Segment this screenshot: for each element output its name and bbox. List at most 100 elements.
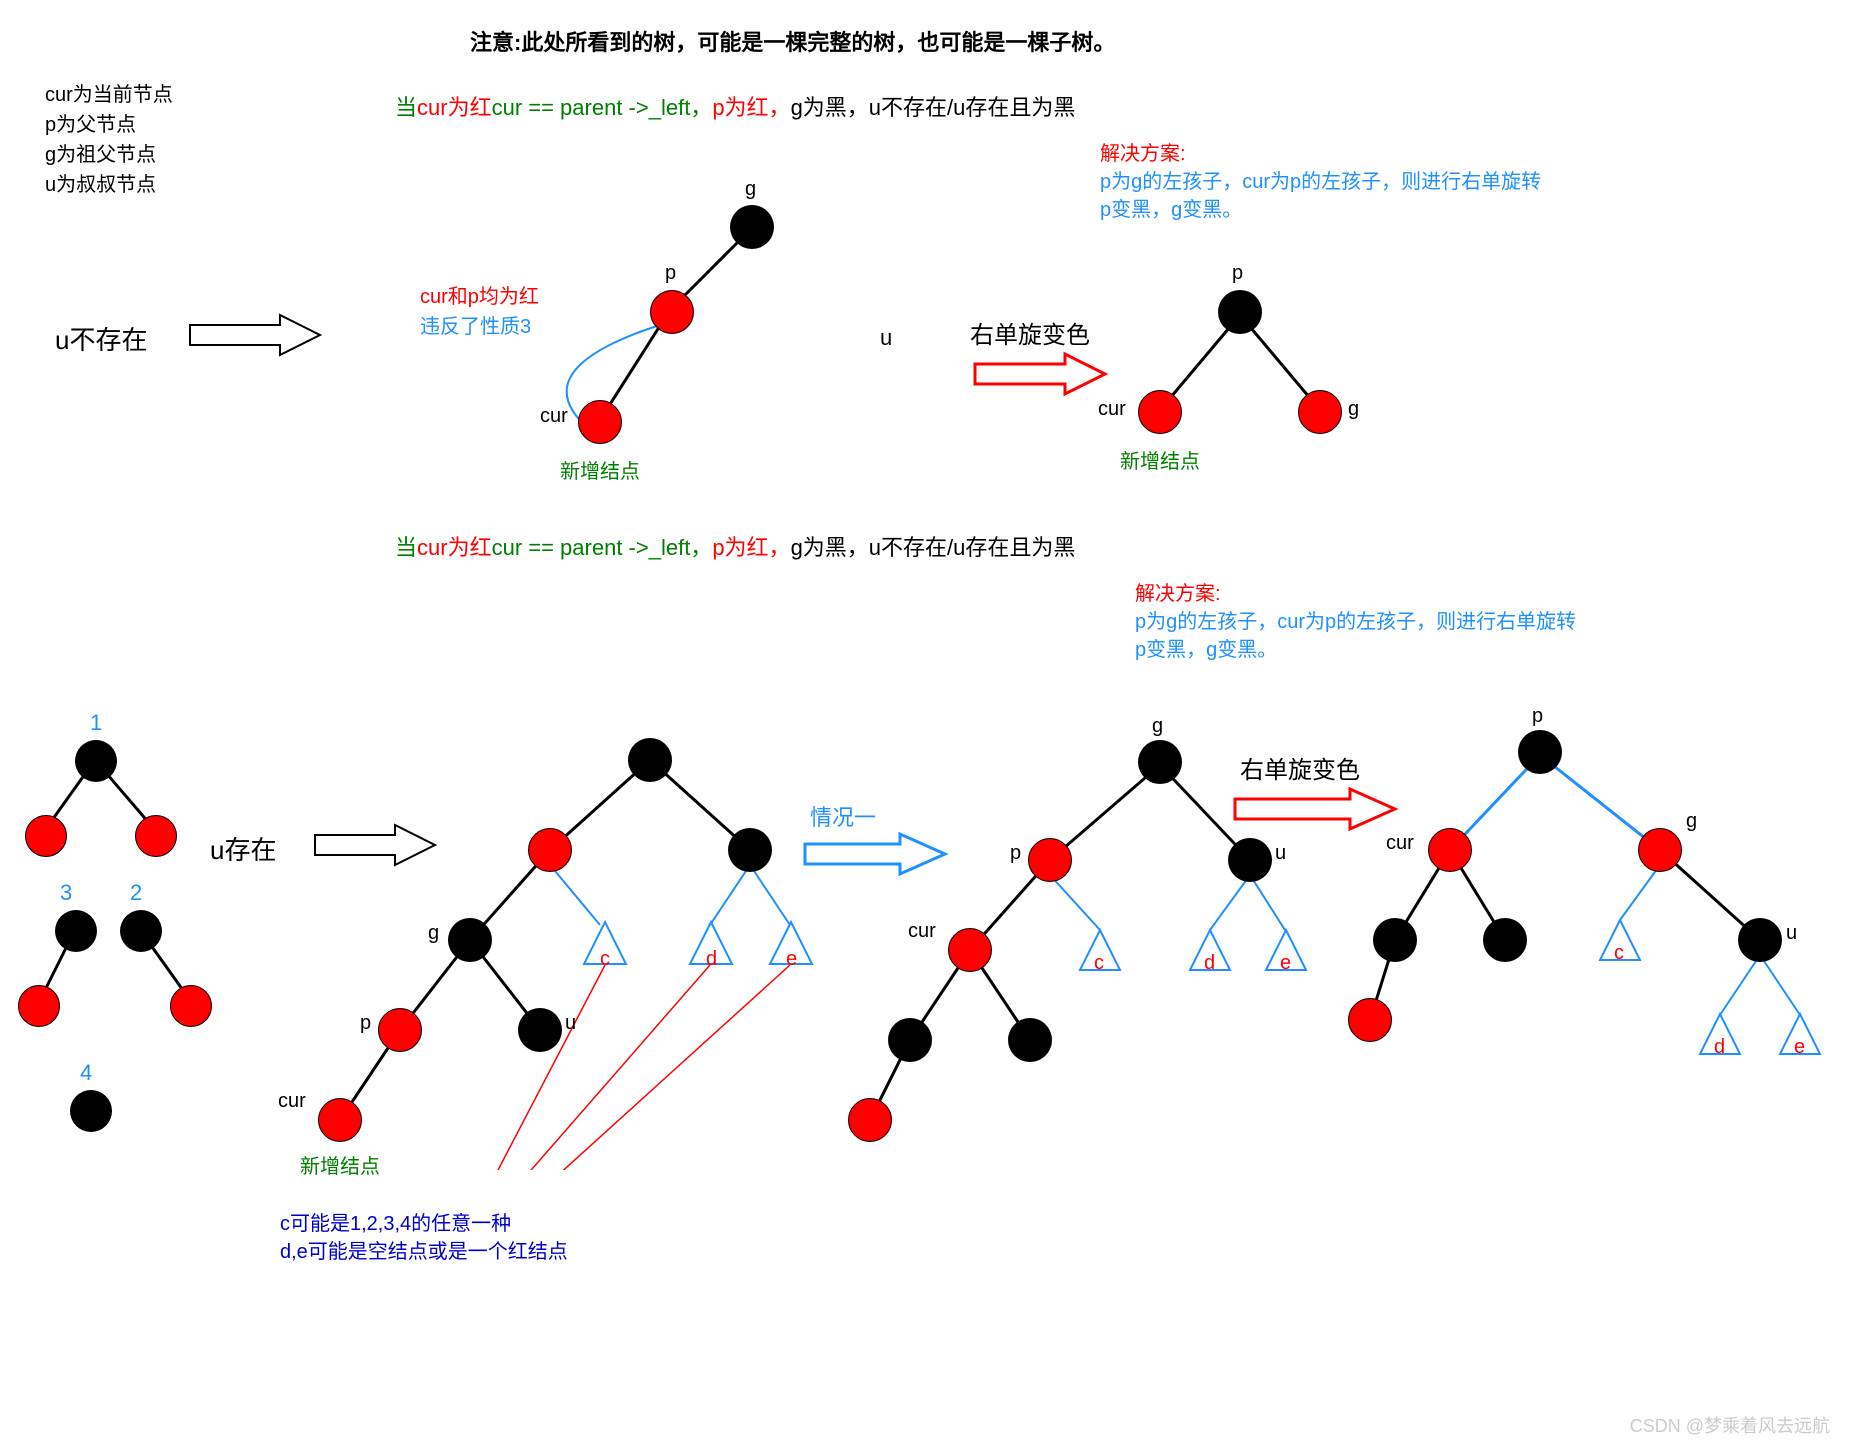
sol2-l2: p变黑，g变黑。 <box>1135 636 1576 664</box>
new-node-2: 新增结点 <box>300 1150 380 1179</box>
title1: 当cur为红cur == parent ->_left，p为红，g为黑，u不存在… <box>395 90 1075 122</box>
rt-tri-d-lbl: d <box>1714 1036 1725 1059</box>
mt-u <box>1228 838 1272 882</box>
solution2: 解决方案: p为g的左孩子，cur为p的左孩子，则进行右单旋转 p变黑，g变黑。 <box>1135 580 1576 664</box>
u-absent-label: u不存在 <box>55 320 147 357</box>
tree1r-g <box>1298 390 1342 434</box>
ref-n3l <box>18 985 60 1027</box>
mt-ll <box>888 1018 932 1062</box>
rt-p <box>1518 730 1562 774</box>
t2-2: cur为红 <box>417 535 492 560</box>
mt-tri-e-lbl: e <box>1280 952 1291 975</box>
ref-4: 4 <box>80 1060 92 1086</box>
watermark: CSDN @梦乘着风去远航 <box>1630 1412 1830 1438</box>
rt-cur-lbl: cur <box>1386 832 1414 855</box>
t2-1: 当 <box>395 535 417 560</box>
legend-l2: p为父节点 <box>45 110 173 140</box>
ref-n3 <box>55 910 97 952</box>
bt-pL <box>528 828 572 872</box>
ref-n2 <box>120 910 162 952</box>
tree1-g <box>730 205 774 249</box>
t2-5: g为黑，u不存在/u存在且为黑 <box>791 535 1076 560</box>
ref-n1 <box>75 740 117 782</box>
mt-u-lbl: u <box>1275 842 1286 865</box>
new-node-1r: 新增结点 <box>1120 445 1200 474</box>
red-arrow-1 <box>970 350 1110 400</box>
mt-p-lbl: p <box>1010 842 1021 865</box>
mt-tri-c <box>1078 928 1122 1078</box>
top-note: 注意:此处所看到的树，可能是一棵完整的树，也可能是一棵子树。 <box>470 25 1115 57</box>
sol1-l2: p变黑，g变黑。 <box>1100 196 1541 224</box>
new-node-1: 新增结点 <box>560 455 640 484</box>
tree1-g-lbl: g <box>745 178 756 201</box>
mt-cur-lbl: cur <box>908 920 936 943</box>
mt-p <box>1028 838 1072 882</box>
arrow-outline-1 <box>185 310 325 360</box>
bt-g <box>448 918 492 962</box>
solution1: 解决方案: p为g的左孩子，cur为p的左孩子，则进行右单旋转 p变黑，g变黑。 <box>1100 140 1541 224</box>
bt-u <box>518 1008 562 1052</box>
t2-4: p为红， <box>712 535 790 560</box>
u-exist-label: u存在 <box>210 830 276 867</box>
rt-cur <box>1428 828 1472 872</box>
tree1-cur <box>578 400 622 444</box>
tree1r-p-lbl: p <box>1232 262 1243 285</box>
mt-tri-d-lbl: d <box>1204 952 1215 975</box>
bt-cur-lbl: cur <box>278 1090 306 1113</box>
tri-e-lbl: e <box>786 948 797 971</box>
sol1-l1: p为g的左孩子，cur为p的左孩子，则进行右单旋转 <box>1100 168 1541 196</box>
legend-l4: u为叔叔节点 <box>45 170 173 200</box>
rt-p-lbl: p <box>1532 705 1543 728</box>
tree1r-p <box>1218 290 1262 334</box>
t1-5: g为黑，u不存在/u存在且为黑 <box>791 95 1076 120</box>
bt-u-lbl: u <box>565 1012 576 1035</box>
rt-tri-e-lbl: e <box>1794 1036 1805 1059</box>
bt-p <box>378 1008 422 1052</box>
rt-g <box>1638 828 1682 872</box>
mt-lll <box>848 1098 892 1142</box>
title2: 当cur为红cur == parent ->_left，p为红，g为黑，u不存在… <box>395 530 1075 562</box>
note-red1: cur和p均为红 <box>420 280 539 309</box>
tree1-cur-lbl: cur <box>540 405 568 428</box>
explain: c可能是1,2,3,4的任意一种 d,e可能是空结点或是一个红结点 <box>280 1210 568 1266</box>
rt-lll <box>1348 998 1392 1042</box>
ref-n2r <box>170 985 212 1027</box>
tree1-p-lbl: p <box>665 262 676 285</box>
legend-l3: g为祖父节点 <box>45 140 173 170</box>
ref-n1l <box>25 815 67 857</box>
rt-ll <box>1373 918 1417 962</box>
rt-tri-c-lbl: c <box>1614 942 1624 965</box>
tree1-p <box>650 290 694 334</box>
rt-u-lbl: u <box>1786 922 1797 945</box>
sol1-h: 解决方案: <box>1100 140 1541 168</box>
t1-1: 当 <box>395 95 417 120</box>
legend: cur为当前节点 p为父节点 g为祖父节点 u为叔叔节点 <box>45 80 173 200</box>
rt-g-lbl: g <box>1686 810 1697 833</box>
tri-d-lbl: d <box>706 948 717 971</box>
mt-tri-c-lbl: c <box>1094 952 1104 975</box>
bt-top <box>628 738 672 782</box>
mt-lr <box>1008 1018 1052 1062</box>
case-one-label: 情况一 <box>810 800 876 832</box>
rotate-label-1: 右单旋变色 <box>970 315 1090 350</box>
tree1r-g-lbl: g <box>1348 398 1359 421</box>
mt-cur <box>948 928 992 972</box>
tree1r-cur <box>1138 390 1182 434</box>
note-blue1: 违反了性质3 <box>420 310 531 339</box>
t2-3: cur == parent ->_left， <box>492 535 713 560</box>
tree1r-cur-lbl: cur <box>1098 398 1126 421</box>
mt-g <box>1138 740 1182 784</box>
ref-2: 2 <box>130 880 142 906</box>
bt-cur <box>318 1098 362 1142</box>
exp1: c可能是1,2,3,4的任意一种 <box>280 1210 568 1238</box>
t1-3: cur == parent ->_left， <box>492 95 713 120</box>
ref-n4 <box>70 1090 112 1132</box>
sol2-l1: p为g的左孩子，cur为p的左孩子，则进行右单旋转 <box>1135 608 1576 636</box>
u-mid-label: u <box>880 325 892 351</box>
bt-p-lbl: p <box>360 1012 371 1035</box>
t1-4: p为红， <box>712 95 790 120</box>
tri-c-lbl: c <box>600 948 610 971</box>
bt-g-lbl: g <box>428 922 439 945</box>
rotate-label-2: 右单旋变色 <box>1240 750 1360 785</box>
ref-edges <box>15 730 215 1160</box>
